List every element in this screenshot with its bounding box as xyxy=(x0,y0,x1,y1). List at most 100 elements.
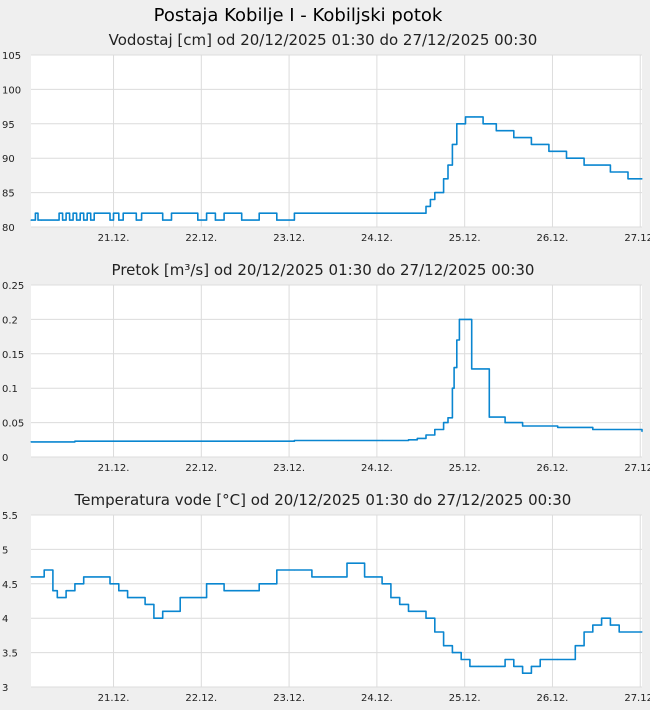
data-point xyxy=(486,368,489,370)
data-point xyxy=(30,576,32,578)
data-point xyxy=(574,645,576,647)
data-point xyxy=(197,219,199,221)
data-point xyxy=(86,212,88,214)
data-point xyxy=(153,617,155,619)
data-point xyxy=(223,212,225,214)
data-point xyxy=(232,590,234,592)
y-tick-label: 5.5 xyxy=(2,511,18,522)
data-point xyxy=(412,212,414,214)
data-point xyxy=(90,219,92,221)
data-point xyxy=(416,437,418,440)
x-tick-label: 25.12. xyxy=(449,463,481,474)
data-point xyxy=(381,212,383,214)
data-point xyxy=(443,645,445,647)
data-point xyxy=(469,665,471,667)
data-point xyxy=(399,212,401,214)
data-point xyxy=(249,440,252,442)
data-point xyxy=(34,212,36,214)
data-point xyxy=(495,130,497,132)
data-point xyxy=(122,212,124,214)
data-point xyxy=(407,610,410,612)
y-tick-label: 0.1 xyxy=(2,384,18,395)
data-point xyxy=(100,576,102,578)
data-point xyxy=(447,164,449,166)
x-tick-label: 24.12. xyxy=(361,463,393,474)
data-point xyxy=(416,610,418,612)
x-tick-label: 24.12. xyxy=(361,693,393,704)
y-tick-label: 100 xyxy=(2,85,21,96)
data-point xyxy=(583,164,585,166)
data-point xyxy=(52,590,54,592)
x-tick-label: 26.12. xyxy=(537,233,569,244)
data-point xyxy=(126,596,129,599)
data-point xyxy=(40,219,43,221)
x-tick-label: 22.12. xyxy=(185,233,217,244)
chart-panel-2: Pretok [m³/s] od 20/12/2025 01:30 do 27/… xyxy=(2,261,650,474)
data-point xyxy=(258,212,260,214)
data-point xyxy=(513,665,515,667)
data-point xyxy=(135,596,137,599)
data-point xyxy=(162,610,164,612)
data-point xyxy=(464,116,467,118)
data-point xyxy=(43,569,45,571)
data-point xyxy=(324,576,326,578)
data-point xyxy=(641,631,643,633)
y-tick-label: 5 xyxy=(2,545,8,556)
x-tick-label: 23.12. xyxy=(273,233,305,244)
data-point xyxy=(65,212,67,214)
data-point xyxy=(592,624,594,626)
data-point xyxy=(214,219,216,221)
data-point xyxy=(276,569,278,571)
data-point xyxy=(223,590,225,592)
data-point xyxy=(458,318,461,320)
data-point xyxy=(421,212,423,214)
data-point xyxy=(118,440,120,442)
data-point xyxy=(381,439,383,442)
y-tick-label: 95 xyxy=(2,120,15,131)
data-point xyxy=(443,422,445,424)
data-point xyxy=(162,219,164,221)
x-tick-label: 27.12. xyxy=(624,233,650,244)
chart-title: Vodostaj [cm] od 20/12/2025 01:30 do 27/… xyxy=(109,31,538,49)
data-point xyxy=(390,596,392,599)
data-point xyxy=(504,422,506,424)
data-point xyxy=(93,212,95,214)
y-tick-label: 80 xyxy=(2,223,15,234)
data-point xyxy=(583,631,585,633)
data-point xyxy=(609,171,611,173)
data-point xyxy=(135,219,137,221)
data-point xyxy=(56,219,58,221)
data-point xyxy=(460,658,462,661)
data-point xyxy=(83,219,85,221)
data-point xyxy=(456,339,458,341)
data-point xyxy=(170,212,173,214)
data-point xyxy=(249,590,252,592)
data-point xyxy=(83,576,85,578)
data-point xyxy=(478,665,480,667)
data-point xyxy=(56,596,58,599)
x-tick-label: 27.12. xyxy=(624,463,650,474)
data-point xyxy=(557,426,559,429)
data-point xyxy=(539,658,541,661)
plot-area xyxy=(31,55,642,227)
data-point xyxy=(451,143,453,146)
data-point xyxy=(144,603,146,606)
data-point xyxy=(618,171,620,173)
y-tick-label: 0.05 xyxy=(2,419,24,430)
x-tick-label: 22.12. xyxy=(185,693,217,704)
data-point xyxy=(109,219,111,221)
data-point xyxy=(79,212,81,214)
data-point xyxy=(495,665,497,667)
data-point xyxy=(434,192,436,194)
y-tick-label: 4.5 xyxy=(2,580,18,591)
y-tick-label: 0 xyxy=(2,453,8,464)
data-point xyxy=(522,425,524,427)
chart-title: Pretok [m³/s] od 20/12/2025 01:30 do 27/… xyxy=(112,261,535,279)
data-point xyxy=(425,617,427,619)
data-point xyxy=(170,610,173,612)
data-point xyxy=(451,652,453,654)
data-point xyxy=(605,164,607,166)
y-tick-label: 0.25 xyxy=(2,281,24,292)
data-point xyxy=(548,150,550,152)
